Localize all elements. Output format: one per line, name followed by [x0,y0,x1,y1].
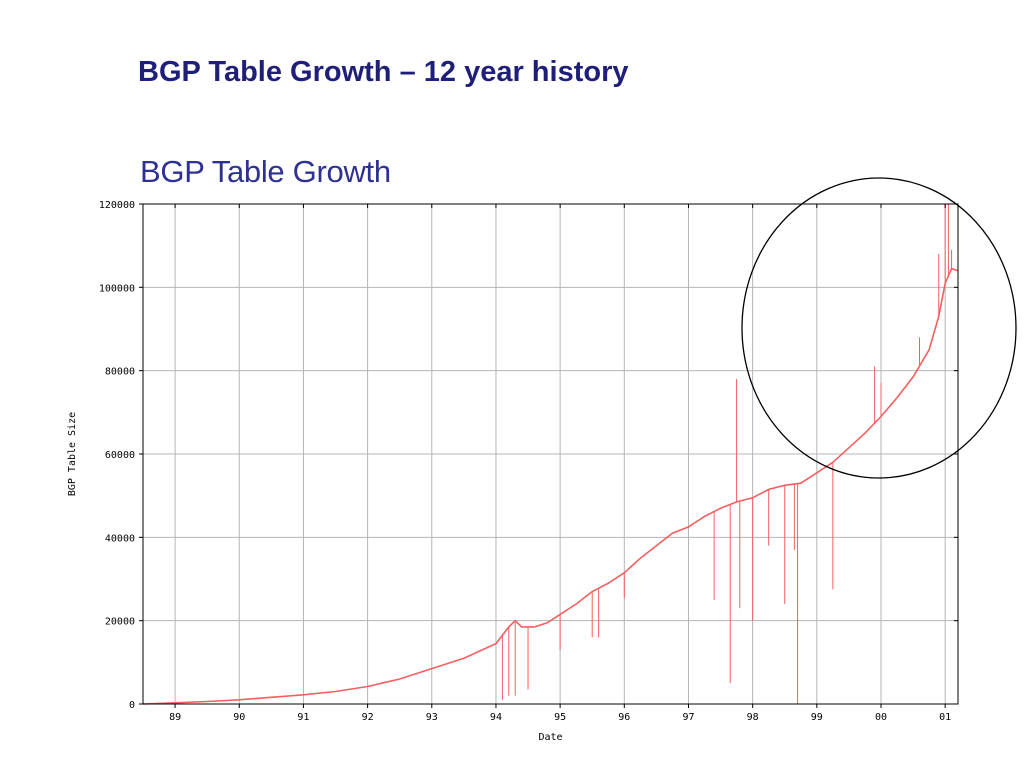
axis-labels: 89 90 91 92 93 94 95 96 97 98 99 00 01 0 20000 40000 600… [67,200,951,743]
chart-grid [143,203,958,705]
x-tick-label: 98 [747,712,759,723]
x-tick-label: 94 [490,712,502,723]
x-tick-label: 92 [362,712,374,723]
y-tick-label: 120000 [99,200,135,211]
slide-title: BGP Table Growth – 12 year history [138,56,629,88]
y-tick-label: 60000 [105,450,135,461]
highlight-ellipse [741,177,1017,479]
y-tick-label: 100000 [99,283,135,294]
x-tick-label: 90 [233,712,245,723]
x-tick-label: 96 [618,712,630,723]
x-tick-label: 99 [811,712,823,723]
x-tick-label: 00 [875,712,887,723]
x-tick-label: 95 [554,712,566,723]
x-axis-label: Date [538,732,562,743]
axis-ticks [139,203,958,708]
series-line [142,267,959,705]
y-tick-label: 40000 [105,533,135,544]
x-tick-label: 93 [426,712,438,723]
chart-title: BGP Table Growth [140,154,391,189]
x-tick-label: 91 [297,712,309,723]
y-tick-label: 80000 [105,367,135,378]
y-axis-label: BGP Table Size [67,412,78,496]
x-tick-label: 89 [169,712,181,723]
chart-series [142,204,959,705]
x-tick-label: 97 [682,712,694,723]
y-tick-label: 0 [129,700,135,711]
x-tick-label: 01 [939,712,951,723]
y-tick-label: 20000 [105,617,135,628]
